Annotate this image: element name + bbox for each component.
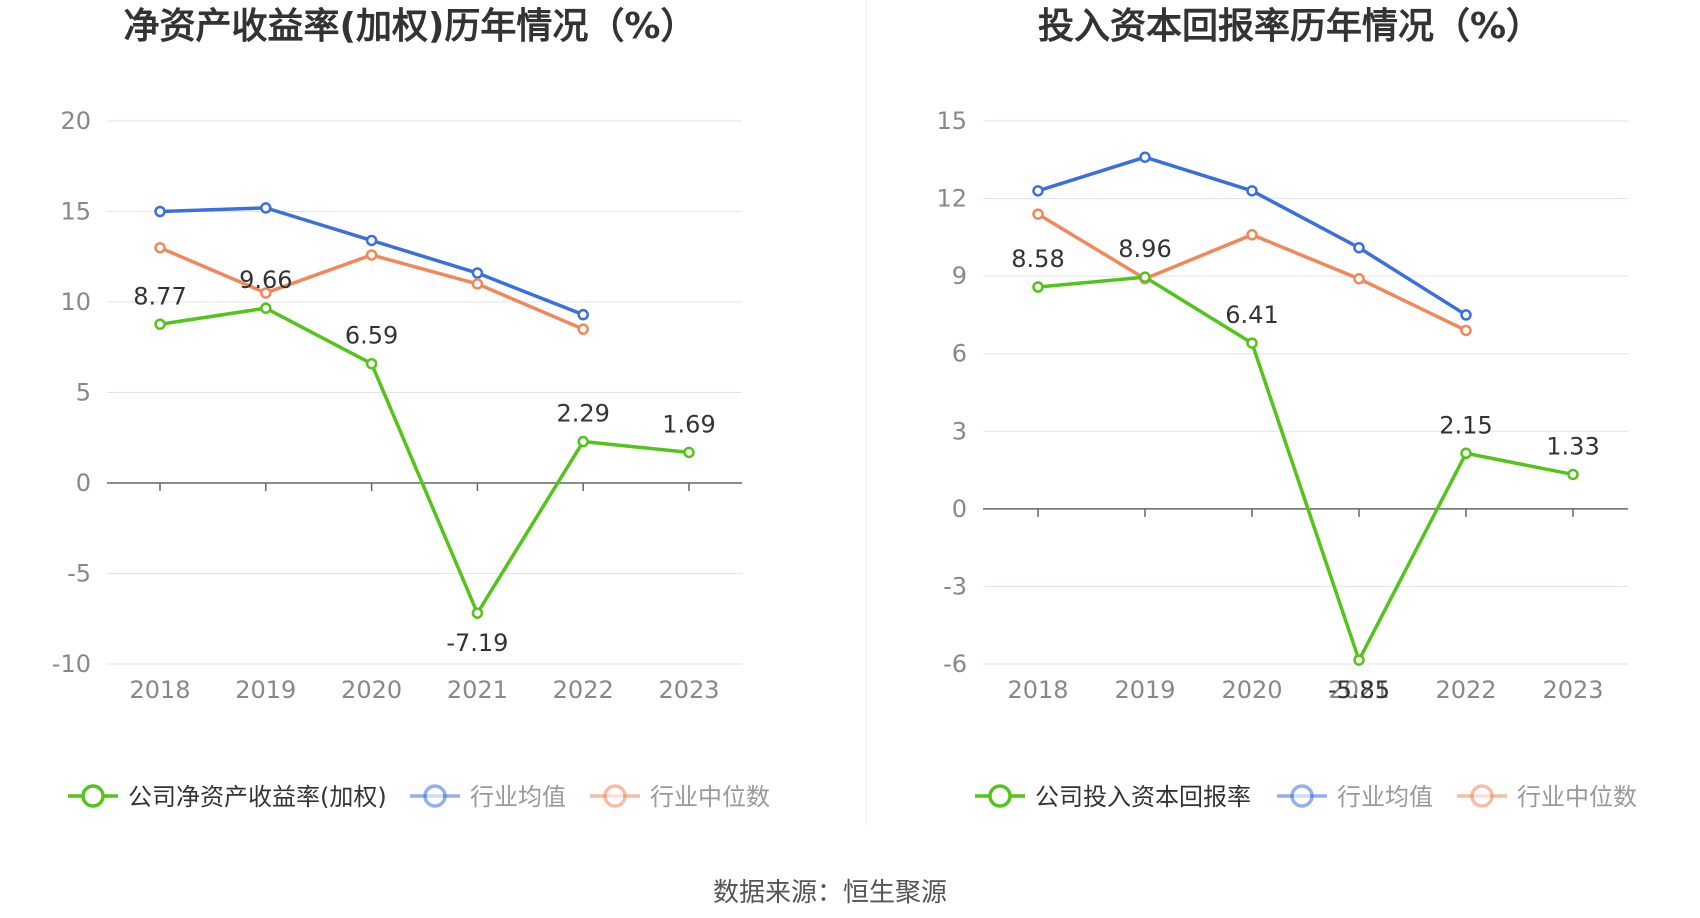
y-tick-label: 0 bbox=[952, 495, 967, 523]
data-label: 8.58 bbox=[1011, 245, 1064, 273]
data-label: 1.33 bbox=[1546, 432, 1599, 460]
legend-marker-company bbox=[81, 784, 105, 808]
x-tick-label: 2022 bbox=[1435, 676, 1496, 704]
y-tick-label: 20 bbox=[60, 107, 91, 135]
data-point-median bbox=[1246, 229, 1258, 241]
data-point-average bbox=[577, 308, 589, 321]
data-label: 2.15 bbox=[1439, 411, 1492, 439]
series-line-company bbox=[159, 306, 690, 615]
legend-marker-median bbox=[1470, 784, 1494, 808]
x-tick-label: 2021 bbox=[447, 676, 508, 704]
data-point-company bbox=[260, 302, 272, 314]
legend-marker-average bbox=[1290, 784, 1314, 808]
data-label: 6.41 bbox=[1225, 301, 1278, 329]
x-tick-label: 2019 bbox=[1114, 676, 1175, 704]
data-label: 2.29 bbox=[556, 400, 609, 428]
data-point-average bbox=[365, 234, 378, 247]
data-point-company bbox=[1567, 468, 1579, 481]
roic-chart: 投入资本回报率历年情况（%） 15 12 9 6 3 0 -3 -6 2018 2019 2020 20… bbox=[936, 6, 1637, 811]
source-note: 数据来源：恒生聚源 bbox=[713, 878, 947, 908]
y-tick-label: 12 bbox=[936, 185, 967, 213]
data-point-average bbox=[1139, 151, 1151, 163]
data-point-average bbox=[260, 202, 272, 214]
y-tick-label: 5 bbox=[76, 379, 91, 407]
y-tick-label: 6 bbox=[952, 340, 967, 368]
data-point-median bbox=[1353, 272, 1365, 285]
x-tick-label: 2020 bbox=[1221, 676, 1282, 704]
data-point-company bbox=[1246, 337, 1258, 349]
data-point-company bbox=[577, 435, 589, 448]
data-point-median bbox=[154, 241, 166, 254]
x-tick-label: 2022 bbox=[553, 676, 614, 704]
legend-label-median: 行业中位数 bbox=[650, 783, 770, 811]
data-label: 9.66 bbox=[239, 266, 292, 294]
legend-marker-company bbox=[988, 784, 1012, 808]
data-point-company bbox=[1139, 271, 1151, 283]
series-line-average bbox=[159, 206, 584, 317]
data-point-average bbox=[471, 267, 484, 279]
data-point-median bbox=[471, 278, 484, 290]
legend-label-company: 公司净资产收益率(加权) bbox=[128, 783, 387, 811]
data-point-company bbox=[1460, 447, 1472, 460]
data-point-average bbox=[1246, 185, 1258, 197]
data-label: -5.85 bbox=[1328, 676, 1390, 704]
y-tick-label: -5 bbox=[67, 560, 91, 588]
data-label: 6.59 bbox=[345, 322, 398, 350]
data-point-company bbox=[1353, 654, 1365, 666]
chart-title: 净资产收益率(加权)历年情况（%） bbox=[124, 6, 697, 47]
x-tick-label: 2023 bbox=[1542, 676, 1603, 704]
data-point-median bbox=[260, 287, 272, 299]
series-line-company bbox=[1037, 275, 1574, 662]
data-point-median bbox=[1460, 324, 1472, 337]
y-tick-label: -6 bbox=[943, 650, 967, 678]
data-point-company bbox=[365, 357, 378, 370]
data-point-median bbox=[1032, 208, 1044, 220]
data-point-company bbox=[471, 607, 484, 619]
x-tick-label: 2020 bbox=[341, 676, 402, 704]
data-label: 1.69 bbox=[662, 410, 715, 438]
roe-chart: 净资产收益率(加权)历年情况（%） 20 15 10 5 0 -5 -10 2018 2019 20… bbox=[52, 6, 770, 811]
data-point-median bbox=[365, 249, 378, 261]
legend-marker-average bbox=[423, 784, 447, 808]
x-tick-label: 2023 bbox=[658, 676, 719, 704]
y-tick-label: 15 bbox=[936, 107, 967, 135]
data-point-average bbox=[1032, 185, 1044, 197]
y-tick-label: 9 bbox=[952, 262, 967, 290]
data-point-company bbox=[683, 446, 695, 459]
y-tick-label: -3 bbox=[943, 572, 967, 600]
y-tick-label: 15 bbox=[60, 198, 91, 226]
x-tick-label: 2018 bbox=[129, 676, 190, 704]
x-tick-label: 2018 bbox=[1007, 676, 1068, 704]
legend-label-average: 行业均值 bbox=[470, 783, 566, 811]
data-label: -7.19 bbox=[446, 629, 508, 657]
data-point-average bbox=[154, 205, 166, 218]
y-tick-label: 3 bbox=[952, 417, 967, 445]
data-point-company bbox=[1032, 281, 1044, 293]
y-tick-label: 10 bbox=[60, 288, 91, 316]
chart-title: 投入资本回报率历年情况（%） bbox=[1038, 6, 1542, 47]
legend-label-average: 行业均值 bbox=[1337, 783, 1433, 811]
y-tick-label: 0 bbox=[76, 469, 91, 497]
legend-marker-median bbox=[603, 784, 627, 808]
legend-label-median: 行业中位数 bbox=[1517, 783, 1637, 811]
data-point-average bbox=[1460, 309, 1472, 321]
x-tick-label: 2021 bbox=[1328, 676, 1389, 704]
data-point-average bbox=[1353, 241, 1365, 254]
data-point-median bbox=[577, 323, 589, 335]
data-label: 8.96 bbox=[1118, 235, 1171, 263]
y-tick-label: -10 bbox=[52, 650, 91, 678]
data-label: 8.77 bbox=[133, 282, 186, 310]
data-point-company bbox=[154, 318, 166, 331]
legend-label-company: 公司投入资本回报率 bbox=[1035, 783, 1251, 811]
x-tick-label: 2019 bbox=[235, 676, 296, 704]
